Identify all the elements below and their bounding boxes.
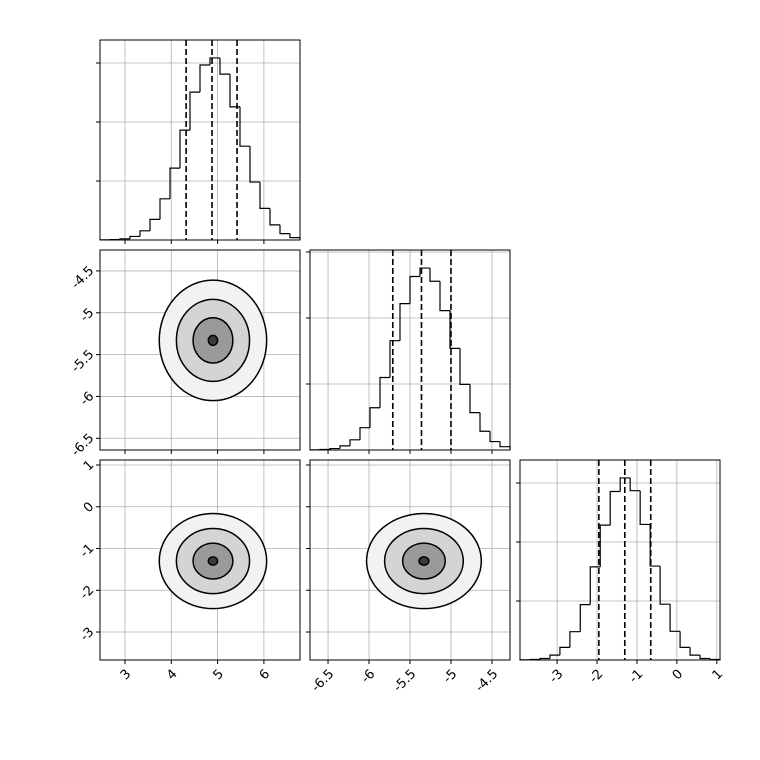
histogram-step bbox=[639, 490, 651, 526]
histogram-step bbox=[329, 447, 340, 450]
histogram-step bbox=[349, 439, 360, 446]
histogram-step bbox=[699, 655, 711, 660]
histogram-step bbox=[629, 477, 641, 492]
x-tick-label: -1 bbox=[626, 667, 646, 687]
panel bbox=[306, 249, 511, 454]
y-tick-label: -4.5 bbox=[69, 264, 98, 293]
y-tick-label: -6.5 bbox=[69, 431, 98, 460]
panel-frame bbox=[309, 459, 511, 661]
panel-frame bbox=[309, 249, 511, 451]
histogram-step bbox=[419, 267, 430, 277]
panel: -6.5 -6 -5.5 -5 -4.5 bbox=[69, 249, 301, 460]
histogram-step bbox=[249, 146, 260, 183]
y-tick-label: -3 bbox=[78, 625, 98, 645]
histogram-step bbox=[239, 106, 250, 147]
histogram-step bbox=[189, 91, 200, 131]
histogram-step bbox=[259, 182, 270, 209]
histogram-step bbox=[599, 524, 611, 567]
histogram-step bbox=[399, 302, 410, 341]
histogram-step bbox=[279, 224, 290, 235]
histogram-step bbox=[449, 310, 460, 349]
histogram-step bbox=[169, 167, 180, 199]
histogram-step bbox=[579, 604, 591, 632]
panel: 3 4 5 6 -3 -2 -1 0 1 bbox=[78, 458, 301, 683]
histogram-step bbox=[339, 445, 350, 449]
histogram-step bbox=[429, 268, 440, 282]
histogram-step bbox=[409, 275, 420, 304]
y-tick-label: -6 bbox=[78, 389, 98, 409]
histogram-step bbox=[469, 384, 480, 414]
panel-frame bbox=[519, 459, 721, 661]
x-tick-label: -6 bbox=[359, 667, 379, 687]
x-tick-label: 1 bbox=[710, 667, 726, 683]
histogram-step bbox=[549, 654, 560, 659]
histogram-step bbox=[689, 647, 701, 656]
histogram-step bbox=[459, 348, 470, 385]
panel-frame bbox=[99, 39, 301, 241]
y-tick-label: -2 bbox=[78, 583, 98, 603]
histogram-step bbox=[649, 524, 661, 567]
histogram-step bbox=[679, 631, 691, 648]
panel bbox=[96, 39, 301, 244]
histogram-step bbox=[539, 657, 550, 660]
histogram-step bbox=[129, 235, 140, 239]
y-tick-label: 1 bbox=[81, 458, 97, 474]
histogram-step bbox=[119, 238, 130, 240]
x-tick-label: -6.5 bbox=[309, 667, 338, 696]
x-tick-label: -5.5 bbox=[391, 667, 420, 696]
x-tick-label: 5 bbox=[210, 667, 226, 683]
histogram-step bbox=[379, 376, 390, 408]
panel: -6.5 -6 -5.5 -5 -4.5 bbox=[306, 459, 511, 696]
histogram-step bbox=[369, 407, 380, 428]
panel: -3 -2 -1 0 1 bbox=[516, 459, 726, 687]
panel-frame bbox=[99, 459, 301, 661]
x-tick-label: -4.5 bbox=[473, 667, 502, 696]
x-tick-label: 0 bbox=[670, 667, 686, 683]
histogram-step bbox=[359, 427, 370, 440]
x-tick-label: 4 bbox=[164, 667, 180, 683]
y-tick-label: -5 bbox=[78, 305, 98, 325]
histogram-step bbox=[269, 208, 280, 226]
histogram-step bbox=[619, 477, 631, 492]
panel-background bbox=[520, 460, 720, 660]
x-tick-label: -2 bbox=[587, 667, 607, 687]
contour bbox=[207, 334, 219, 347]
histogram-step bbox=[149, 218, 160, 231]
x-tick-label: -5 bbox=[441, 667, 461, 687]
histogram-step bbox=[219, 57, 230, 75]
y-tick-label: 0 bbox=[81, 499, 97, 515]
x-tick-label: 6 bbox=[257, 667, 273, 683]
y-tick-label: -5.5 bbox=[69, 347, 98, 376]
histogram-step bbox=[659, 566, 671, 605]
histogram-step bbox=[609, 490, 621, 526]
histogram-step bbox=[479, 412, 490, 432]
histogram-step bbox=[589, 566, 601, 605]
panel-frame bbox=[99, 249, 301, 451]
histogram-step bbox=[669, 604, 681, 632]
histogram-step bbox=[389, 340, 400, 378]
histogram-step bbox=[489, 431, 500, 443]
y-tick-label: -1 bbox=[78, 541, 98, 561]
histogram-step bbox=[569, 631, 581, 648]
x-tick-label: -3 bbox=[547, 667, 567, 687]
contour bbox=[418, 556, 430, 566]
x-tick-label: 3 bbox=[118, 667, 134, 683]
histogram-step bbox=[559, 646, 570, 656]
histogram-step bbox=[159, 198, 170, 220]
histogram-step bbox=[139, 230, 150, 237]
histogram-step bbox=[199, 64, 210, 93]
histogram-step bbox=[439, 281, 450, 312]
contour bbox=[207, 556, 219, 566]
histogram-step bbox=[209, 57, 220, 66]
